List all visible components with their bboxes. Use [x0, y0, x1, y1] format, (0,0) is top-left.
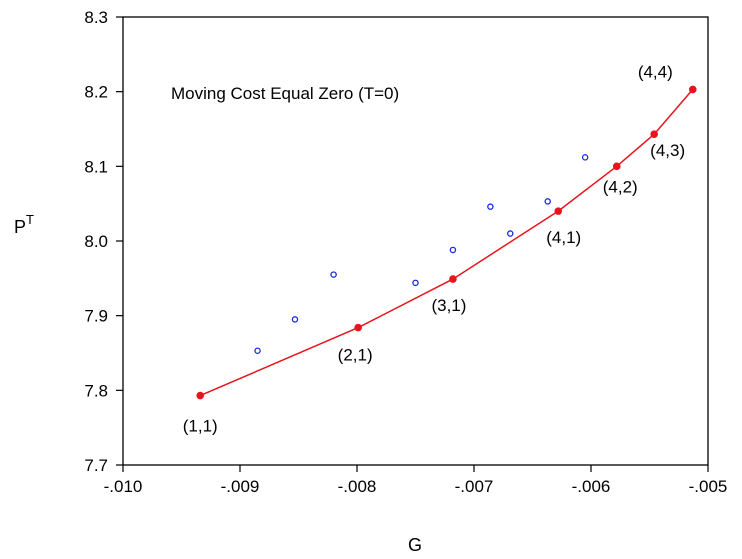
data-point-hollow — [291, 316, 299, 323]
y-tick-label: 8.0 — [84, 232, 108, 251]
y-axis: 7.7 7.8 7.9 8.0 8.1 8.2 8.3 — [84, 8, 123, 475]
data-point-hollow — [487, 203, 494, 210]
series-layer — [196, 85, 697, 400]
y-axis-title: PT — [14, 212, 34, 237]
data-point-filled — [612, 162, 621, 171]
y-tick-label: 8.1 — [84, 157, 108, 176]
data-point-hollow — [449, 246, 457, 254]
point-label: (4,2) — [603, 177, 638, 196]
point-label: (4,4) — [638, 62, 673, 81]
data-point-hollow — [581, 154, 589, 161]
point-labels: (1,1) (2,1) (3,1) (4,1) (4,2) (4,3) (4,4) — [183, 62, 685, 435]
y-axis-title-base: P — [14, 217, 26, 237]
y-tick-label: 7.8 — [84, 381, 108, 400]
chart-annotation: Moving Cost Equal Zero (T=0) — [171, 84, 399, 103]
x-axis-title: G — [408, 535, 422, 555]
y-tick-label: 8.2 — [84, 83, 108, 102]
point-label: (4,1) — [546, 228, 581, 247]
point-label: (1,1) — [183, 417, 218, 436]
data-point-filled — [688, 85, 697, 94]
y-axis-title-superscript: T — [26, 212, 34, 227]
x-tick-label: -.005 — [689, 477, 728, 496]
data-point-hollow — [544, 198, 551, 205]
point-label: (3,1) — [431, 296, 466, 315]
data-point-filled — [354, 323, 362, 332]
y-tick-label: 8.3 — [84, 8, 108, 27]
series-line — [199, 88, 694, 397]
data-point-filled — [650, 130, 658, 139]
data-point-filled — [449, 275, 457, 283]
data-point-hollow — [330, 271, 337, 278]
x-tick-label: -.009 — [221, 477, 260, 496]
data-point-hollow — [254, 347, 261, 355]
y-tick-label: 7.9 — [84, 307, 108, 326]
data-point-hollow — [412, 279, 419, 287]
x-tick-label: -.008 — [338, 477, 377, 496]
x-tick-label: -.006 — [572, 477, 611, 496]
x-tick-label: -.007 — [455, 477, 494, 496]
x-tick-label: -.010 — [104, 477, 143, 496]
data-point-filled — [196, 391, 205, 400]
point-label: (4,3) — [650, 141, 685, 160]
data-point-filled — [554, 207, 563, 215]
data-point-hollow — [507, 230, 514, 237]
x-axis: -.010 -.009 -.008 -.007 -.006 -.005 — [104, 465, 728, 496]
point-label: (2,1) — [338, 346, 373, 365]
y-tick-label: 7.7 — [84, 456, 108, 475]
